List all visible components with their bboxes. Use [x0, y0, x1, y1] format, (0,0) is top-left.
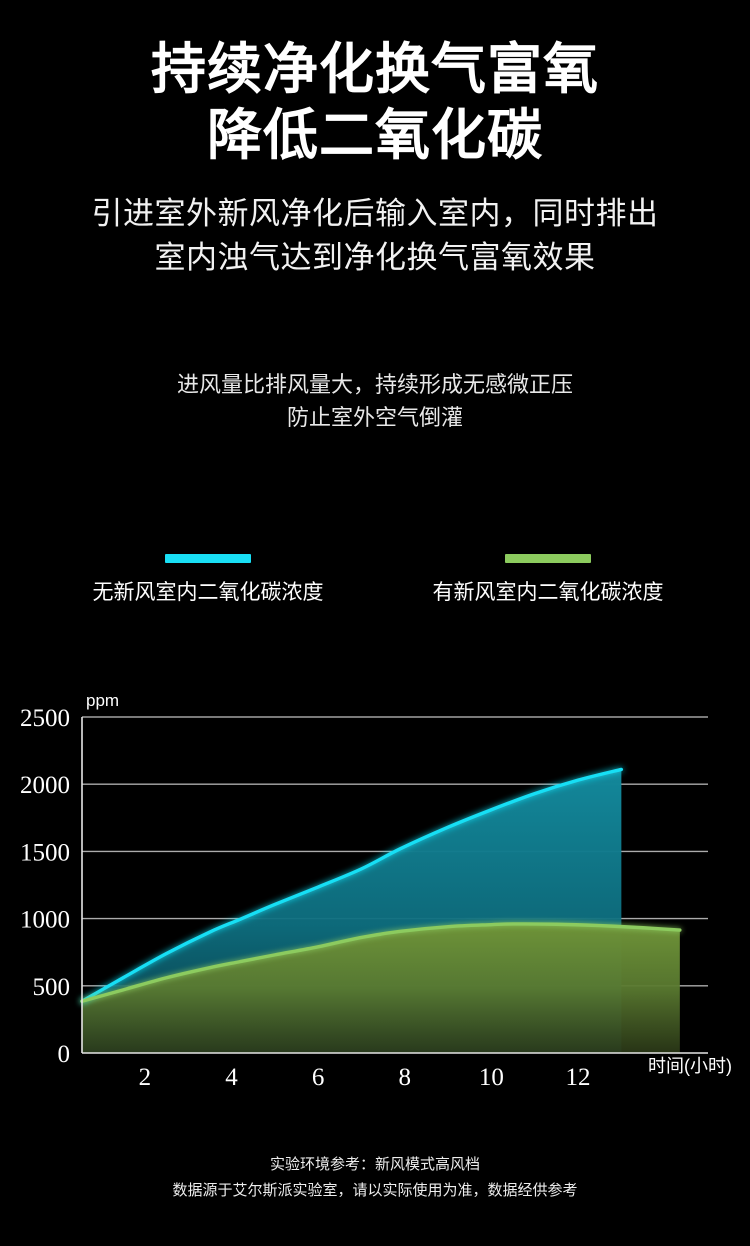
subhead-line-1: 引进室外新风净化后输入室内，同时排出 [91, 196, 659, 231]
footnote-line-1: 实验环境参考：新风模式高风档 [269, 1156, 480, 1173]
y-tick-label: 2500 [20, 705, 70, 732]
y-tick-label: 500 [33, 974, 71, 1001]
chart-lines [80, 767, 682, 1003]
y-tick-label: 1500 [20, 839, 70, 866]
caption-line-1: 进风量比排风量大，持续形成无感微正压 [176, 372, 573, 397]
y-tick-label: 0 [58, 1041, 71, 1068]
legend-item-with-fresh-air: 有新风室内二氧化碳浓度 [396, 548, 700, 606]
x-tick-label: 6 [312, 1064, 325, 1091]
x-tick-label: 12 [566, 1064, 591, 1091]
caption-line-2: 防止室外空气倒灌 [286, 405, 463, 430]
series-line-1 [80, 922, 682, 1003]
y-axis-unit-label: ppm [86, 691, 119, 710]
headline-line-2: 降低二氧化碳 [206, 104, 543, 166]
series-area-1 [82, 923, 680, 1053]
x-axis-title: 时间(小时) [648, 1056, 732, 1076]
x-tick-label: 8 [398, 1064, 411, 1091]
co2-concentration-chart: 2500 2000 1500 1000 500 0 2 4 6 8 10 12 ppm 时间(小时) [0, 690, 750, 1100]
page-title: 持续净化换气富氧 降低二氧化碳 [0, 36, 750, 168]
chart-y-tick-labels: 2500 2000 1500 1000 500 0 [20, 705, 70, 1068]
chart-x-tick-labels: 2 4 6 8 10 12 [139, 1064, 591, 1091]
series-line-0 [80, 767, 624, 1003]
chart-legend: 无新风室内二氧化碳浓度 有新风室内二氧化碳浓度 [0, 548, 750, 618]
legend-swatch-no-fresh-air [165, 554, 251, 563]
page-subtitle: 引进室外新风净化后输入室内，同时排出 室内浊气达到净化换气富氧效果 [0, 192, 750, 280]
y-tick-label: 2000 [20, 772, 70, 799]
x-tick-label: 10 [479, 1064, 504, 1091]
chart-canvas: 2500 2000 1500 1000 500 0 2 4 6 8 10 12 ppm 时间(小时) [20, 691, 732, 1091]
legend-label-no-fresh-air: 无新风室内二氧化碳浓度 [92, 581, 324, 604]
chart-areas [82, 769, 680, 1053]
x-tick-label: 4 [225, 1064, 238, 1091]
legend-swatch-with-fresh-air [505, 554, 591, 563]
y-tick-label: 1000 [20, 907, 70, 934]
chart-axes [81, 716, 708, 1054]
feature-caption: 进风量比排风量大，持续形成无感微正压 防止室外空气倒灌 [0, 368, 750, 434]
legend-item-no-fresh-air: 无新风室内二氧化碳浓度 [56, 548, 360, 606]
x-tick-label: 2 [139, 1064, 152, 1091]
footnote-line-2: 数据源于艾尔斯派实验室，请以实际使用为准，数据经供参考 [172, 1182, 578, 1199]
chart-footnotes: 实验环境参考：新风模式高风档 数据源于艾尔斯派实验室，请以实际使用为准，数据经供… [0, 1152, 750, 1204]
subhead-line-2: 室内浊气达到净化换气富氧效果 [154, 240, 596, 275]
headline-line-1: 持续净化换气富氧 [150, 38, 599, 100]
legend-label-with-fresh-air: 有新风室内二氧化碳浓度 [432, 581, 664, 604]
